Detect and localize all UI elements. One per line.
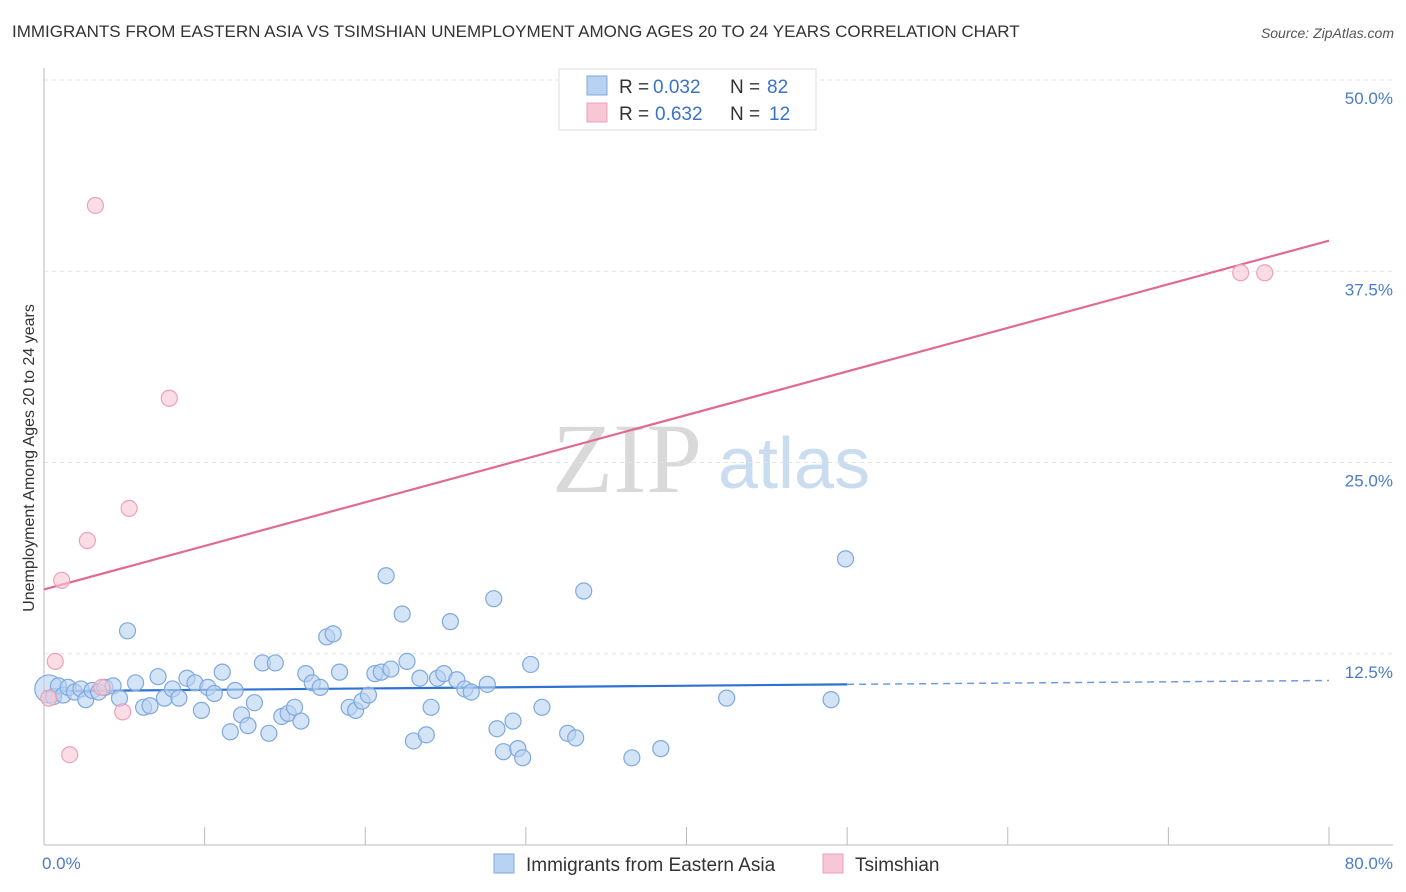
- legend-r-label-2: R =: [619, 104, 654, 125]
- point-eastern-asia: [494, 743, 512, 761]
- point-eastern-asia: [836, 550, 855, 568]
- point-eastern-asia: [205, 684, 223, 703]
- point-tsimshian: [160, 389, 178, 407]
- y-tick-label: 50.0%: [1345, 89, 1393, 108]
- x-tick-label-max: 80.0%: [1345, 854, 1393, 873]
- point-eastern-asia: [382, 660, 400, 678]
- point-eastern-asia: [226, 681, 244, 700]
- point-tsimshian: [120, 499, 138, 517]
- point-eastern-asia: [504, 712, 522, 730]
- point-eastern-asia: [478, 675, 496, 693]
- point-eastern-asia: [575, 582, 593, 600]
- point-eastern-asia: [221, 723, 239, 741]
- point-eastern-asia: [192, 701, 211, 719]
- y-tick-label: 37.5%: [1345, 280, 1393, 299]
- watermark-atlas: atlas: [718, 424, 870, 504]
- point-eastern-asia: [623, 749, 641, 767]
- point-eastern-asia: [213, 663, 231, 681]
- point-eastern-asia: [533, 698, 551, 716]
- legend-r-value-1: 0.032: [653, 77, 701, 98]
- point-eastern-asia: [422, 698, 440, 716]
- point-eastern-asia: [441, 613, 459, 631]
- y-tick-labels: 12.5% 25.0% 37.5% 50.0%: [1345, 89, 1393, 682]
- point-tsimshian: [61, 746, 79, 764]
- x-ticks: [204, 827, 1330, 845]
- point-eastern-asia: [285, 698, 304, 716]
- scatter-points: [34, 196, 1274, 767]
- y-axis-title: Unemployment Among Ages 20 to 24 years: [21, 304, 38, 612]
- trend-line-eastern-asia-extension: [847, 679, 1330, 686]
- legend-bottom-swatch-series1: [493, 853, 515, 874]
- point-tsimshian: [53, 571, 71, 589]
- point-eastern-asia: [330, 663, 349, 681]
- point-tsimshian: [1232, 264, 1250, 282]
- point-tsimshian: [1256, 264, 1274, 282]
- point-tsimshian: [78, 531, 96, 550]
- point-eastern-asia: [149, 668, 167, 686]
- point-eastern-asia: [567, 729, 585, 747]
- trend-line-tsimshian: [43, 239, 1330, 591]
- point-tsimshian: [93, 678, 111, 697]
- x-tick-label-min: 0.0%: [42, 854, 81, 873]
- watermark-zip: ZIP: [552, 403, 702, 514]
- point-eastern-asia: [118, 622, 137, 640]
- point-eastern-asia: [522, 655, 540, 674]
- point-tsimshian: [114, 703, 132, 721]
- y-tick-label: 25.0%: [1345, 472, 1393, 491]
- grid-lines: [44, 79, 1393, 655]
- legend-r-label-1: R =: [619, 77, 654, 98]
- legend-n-label-2: N =: [730, 104, 765, 125]
- legend-bottom-swatch-series2: [822, 853, 844, 874]
- source-credit: Source: ZipAtlas.com: [1260, 25, 1394, 41]
- legend-top: R = 0.032 N = 82 R = 0.632 N = 12: [558, 68, 817, 131]
- point-tsimshian: [46, 652, 64, 671]
- y-tick-label: 12.5%: [1345, 663, 1393, 682]
- point-eastern-asia: [239, 717, 257, 735]
- legend-n-value-2: 12: [769, 104, 790, 125]
- point-eastern-asia: [398, 652, 416, 671]
- point-eastern-asia: [377, 567, 395, 585]
- point-eastern-asia: [718, 689, 736, 707]
- point-eastern-asia: [141, 697, 159, 715]
- legend-n-value-1: 82: [767, 77, 788, 98]
- point-eastern-asia: [488, 720, 506, 738]
- point-eastern-asia: [514, 749, 532, 767]
- point-eastern-asia: [245, 694, 264, 712]
- legend-bottom-label-series1: Immigrants from Eastern Asia: [526, 855, 776, 876]
- point-eastern-asia: [462, 683, 480, 701]
- point-eastern-asia: [266, 654, 284, 672]
- legend-swatch-series2: [586, 102, 608, 123]
- point-eastern-asia: [359, 686, 378, 704]
- point-eastern-asia: [126, 674, 145, 692]
- point-eastern-asia: [393, 605, 411, 623]
- point-tsimshian: [86, 196, 105, 215]
- legend-swatch-series1: [586, 75, 608, 96]
- point-eastern-asia: [311, 678, 329, 697]
- point-tsimshian: [40, 689, 58, 707]
- point-eastern-asia: [417, 726, 435, 744]
- point-eastern-asia: [411, 669, 429, 687]
- point-eastern-asia: [292, 712, 310, 730]
- legend-n-label-1: N =: [730, 77, 765, 98]
- point-eastern-asia: [260, 724, 278, 742]
- legend-bottom-label-series2: Tsimshian: [855, 855, 939, 876]
- legend-r-value-2: 0.632: [655, 104, 703, 125]
- legend-bottom: Immigrants from Eastern Asia Tsimshian: [493, 853, 939, 876]
- point-eastern-asia: [485, 590, 503, 608]
- point-eastern-asia: [324, 625, 342, 643]
- chart-title: IMMIGRANTS FROM EASTERN ASIA VS TSIMSHIA…: [12, 22, 1020, 41]
- point-eastern-asia: [170, 689, 188, 707]
- point-eastern-asia: [822, 691, 840, 709]
- point-eastern-asia: [652, 740, 670, 758]
